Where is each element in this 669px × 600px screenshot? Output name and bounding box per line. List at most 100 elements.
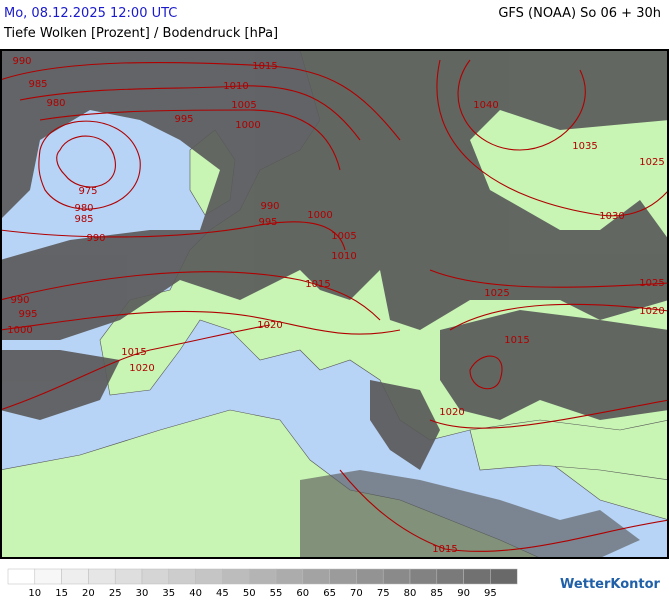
isobar-label: 995 — [18, 309, 37, 320]
date-line: Mo, 08.12.2025 12:00 UTC — [4, 6, 178, 21]
isobar — [1, 324, 271, 411]
cloud-layer — [1, 50, 668, 558]
legend-swatch — [114, 568, 143, 585]
legend-swatch — [356, 568, 384, 585]
map-layers: 9909859809759809859909909951000101510101… — [1, 50, 668, 558]
isobar — [39, 109, 341, 171]
legend-swatch — [490, 568, 518, 585]
isobar-label: 1020 — [439, 407, 464, 418]
legend-swatch — [195, 568, 223, 585]
isobar — [1, 271, 381, 321]
isobar — [1, 221, 346, 251]
legend-label: 55 — [270, 588, 283, 599]
cloud — [300, 470, 640, 558]
model-info: GFS (NOAA) So 06 + 30h — [498, 6, 661, 21]
isobar-label: 1020 — [129, 363, 154, 374]
isobar — [436, 59, 668, 217]
legend-swatch — [329, 568, 357, 585]
isobar — [1, 310, 401, 335]
legend-label: 35 — [162, 588, 175, 599]
logo: WetterKontor — [560, 577, 661, 592]
isobar — [56, 135, 116, 188]
isobar — [449, 303, 668, 331]
isobar-label: 1005 — [231, 100, 256, 111]
isobar-label: 1010 — [223, 81, 248, 92]
isobar-label: 1005 — [331, 231, 356, 242]
isobar — [19, 85, 361, 141]
legend-label: 40 — [189, 588, 202, 599]
isobar — [1, 61, 401, 141]
isobar-label: 1015 — [432, 544, 457, 555]
cloud — [1, 50, 668, 340]
legend-swatch — [275, 568, 304, 585]
isobar — [429, 269, 668, 288]
isobar-label: 1035 — [572, 141, 597, 152]
isobar-label: 975 — [78, 186, 97, 197]
land-turkey — [469, 419, 668, 481]
isobar — [469, 355, 503, 390]
isobar-label: 1040 — [473, 100, 498, 111]
isobar-label: 990 — [10, 295, 29, 306]
isobar-label: 980 — [46, 98, 65, 109]
legend-swatch — [409, 568, 438, 585]
isobar-label: 985 — [74, 214, 93, 225]
legend-label: 80 — [404, 588, 417, 599]
legend-label: 50 — [243, 588, 256, 599]
isobar-label: 1015 — [121, 347, 146, 358]
isobar-label: 1000 — [307, 210, 332, 221]
isobar-label: 1015 — [504, 335, 529, 346]
isobar-label: 1020 — [639, 306, 664, 317]
legend-label: 45 — [216, 588, 229, 599]
legend-swatch — [168, 568, 196, 585]
legend-label: 30 — [136, 588, 149, 599]
isobar-label: 990 — [12, 56, 31, 67]
legend-label: 20 — [82, 588, 95, 599]
isobar-label: 1025 — [484, 288, 509, 299]
legend-swatch — [382, 568, 411, 585]
isobar-label: 1000 — [7, 325, 32, 336]
legend-swatch — [61, 568, 89, 585]
legend-swatch — [141, 568, 170, 585]
subtitle: Tiefe Wolken [Prozent] / Bodendruck [hPa… — [4, 26, 279, 41]
legend-label: 10 — [28, 588, 41, 599]
isobar-label: 1010 — [331, 251, 356, 262]
isobar-label: 1020 — [257, 320, 282, 331]
legend-label: 70 — [350, 588, 363, 599]
isobar-label: 985 — [28, 79, 47, 90]
legend-label: 90 — [457, 588, 470, 599]
cloud — [440, 310, 668, 420]
isobar-labels: 9909859809759809859909909951000101510101… — [7, 56, 664, 555]
isobar-label: 1000 — [235, 120, 260, 131]
cloud — [370, 380, 440, 470]
legend-swatch — [7, 568, 36, 585]
legend-label: 95 — [484, 588, 497, 599]
isobar — [429, 399, 668, 429]
isobar — [339, 469, 668, 552]
isobar-label: 990 — [86, 233, 105, 244]
legend-label: 75 — [377, 588, 390, 599]
legend-label: 15 — [55, 588, 68, 599]
legend: 10 15 20 25 30 35 40 45 50 55 60 65 70 75 80 85 90 95 — [7, 568, 518, 599]
isobar-label: 995 — [174, 114, 193, 125]
isobar-label: 1025 — [639, 278, 664, 289]
legend-swatch — [463, 568, 491, 585]
isobar — [457, 59, 586, 151]
isobars — [1, 59, 668, 552]
cloud — [320, 110, 440, 270]
legend-label: 60 — [296, 588, 309, 599]
legend-label: 25 — [109, 588, 122, 599]
legend-swatch — [88, 568, 116, 585]
isobar-label: 1015 — [305, 279, 330, 290]
legend-swatch — [248, 568, 277, 585]
isobar-label: 990 — [260, 201, 279, 212]
legend-swatch — [436, 568, 464, 585]
legend-label: 85 — [430, 588, 443, 599]
map-frame — [0, 49, 669, 559]
isobar-label: 980 — [74, 203, 93, 214]
isobar — [38, 120, 141, 210]
legend-label: 65 — [323, 588, 336, 599]
legend-swatch — [222, 568, 250, 585]
legend-swatch — [34, 568, 62, 585]
